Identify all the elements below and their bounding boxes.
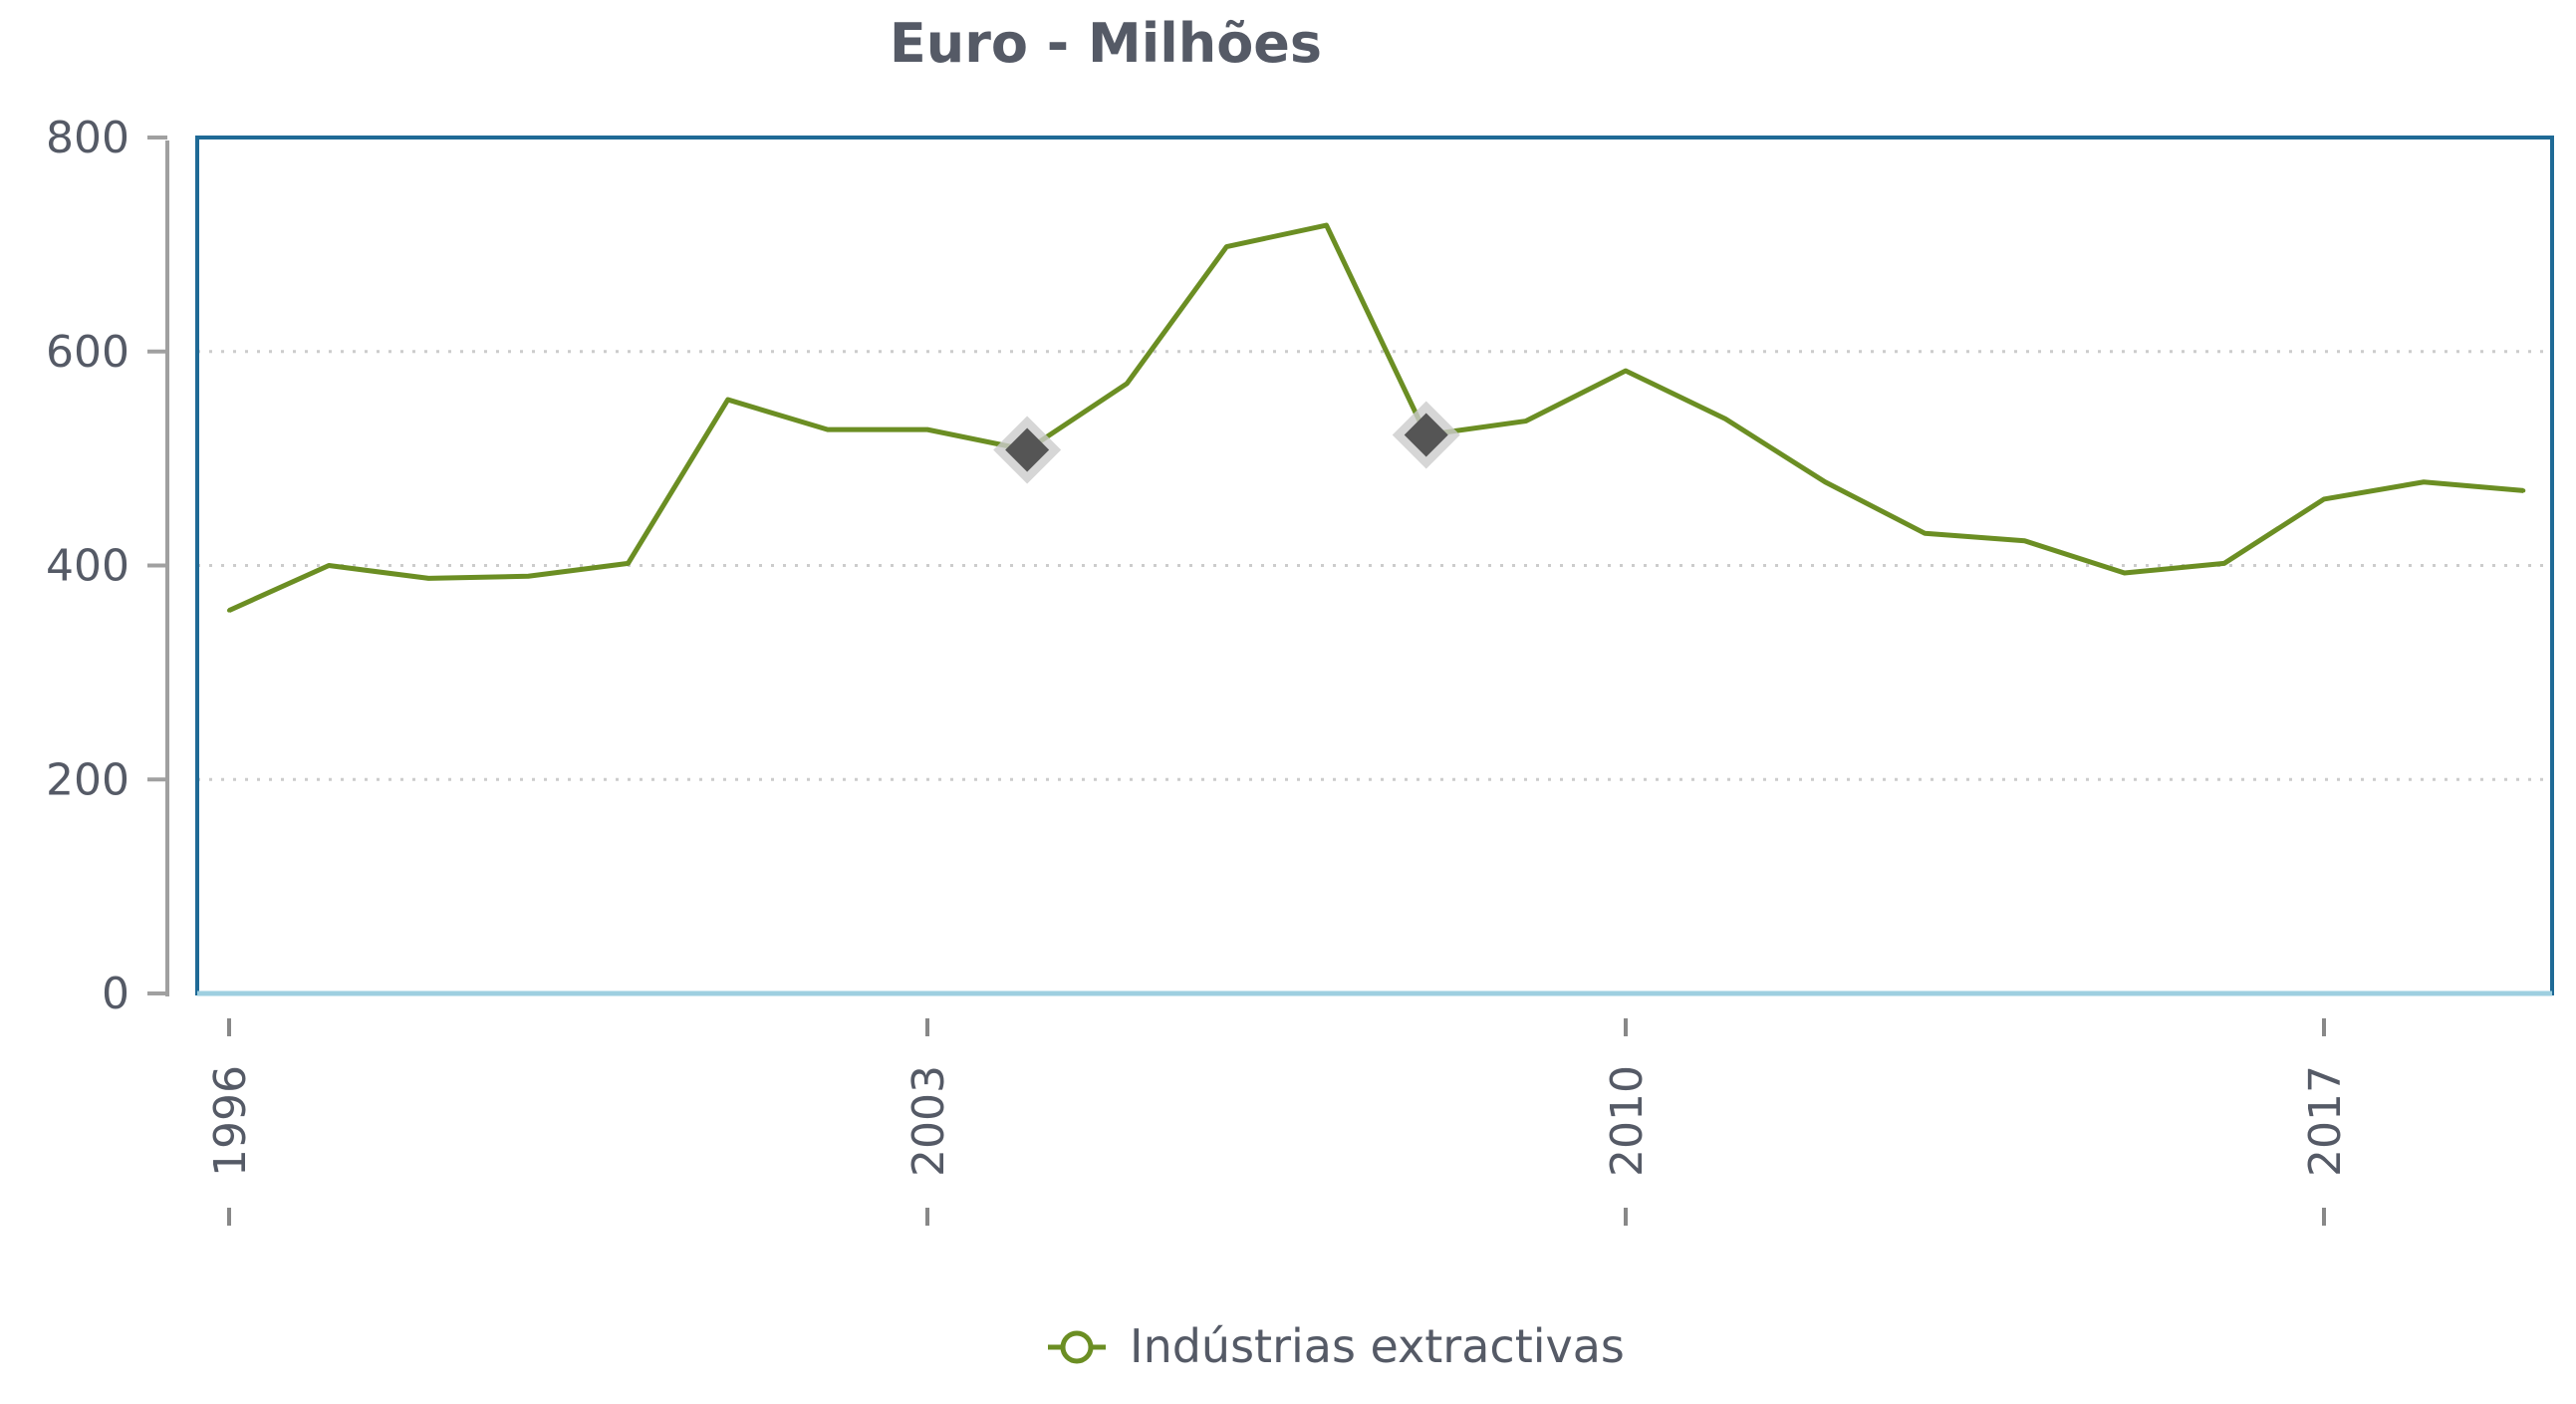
y-tick-label: 800 <box>46 113 129 163</box>
x-tick-label: 2003 <box>903 1065 954 1177</box>
data-point <box>2022 538 2027 543</box>
series-layer <box>227 222 2526 613</box>
y-tick-label: 400 <box>46 541 129 592</box>
legend-circle-icon <box>1060 1330 1094 1364</box>
data-point <box>1523 419 1528 423</box>
data-point <box>1723 417 1728 421</box>
data-point <box>1125 381 1130 386</box>
data-point <box>327 563 332 568</box>
highlight-marker <box>1005 427 1050 472</box>
x-tick-label: 1996 <box>205 1065 256 1177</box>
highlight-marker <box>1404 413 1448 457</box>
data-point <box>2221 561 2226 566</box>
series-line <box>227 222 2524 613</box>
data-point <box>2122 571 2127 576</box>
x-tick-label: 2017 <box>2300 1065 2351 1177</box>
data-point <box>526 574 531 579</box>
data-point <box>1823 479 1828 484</box>
legend-label: Indústrias extractivas <box>1130 1319 1625 1373</box>
data-point <box>825 427 830 432</box>
y-tick-label: 600 <box>46 327 129 378</box>
data-point <box>227 608 231 613</box>
data-point <box>2422 479 2427 484</box>
data-point <box>925 427 929 432</box>
grid-lines <box>197 350 2552 781</box>
highlight-markers <box>993 401 1460 484</box>
data-point <box>1224 244 1229 249</box>
data-point <box>1324 223 1329 228</box>
y-tick-label: 0 <box>102 969 129 1019</box>
data-point <box>725 398 730 403</box>
x-tick-label: 2010 <box>1602 1065 1653 1177</box>
data-point <box>2322 496 2326 501</box>
data-point <box>2521 488 2526 493</box>
data-point <box>1923 531 1928 536</box>
axes: 0 200 400 600 800 1996 2003 2010 2017 <box>46 113 2554 1226</box>
y-tick-label: 200 <box>46 754 129 805</box>
data-point <box>426 576 431 581</box>
data-point <box>1624 369 1628 374</box>
data-point <box>626 561 631 566</box>
legend[interactable]: Indústrias extractivas <box>1048 1319 1625 1373</box>
chart-title: Euro - Milhões <box>890 12 1322 75</box>
